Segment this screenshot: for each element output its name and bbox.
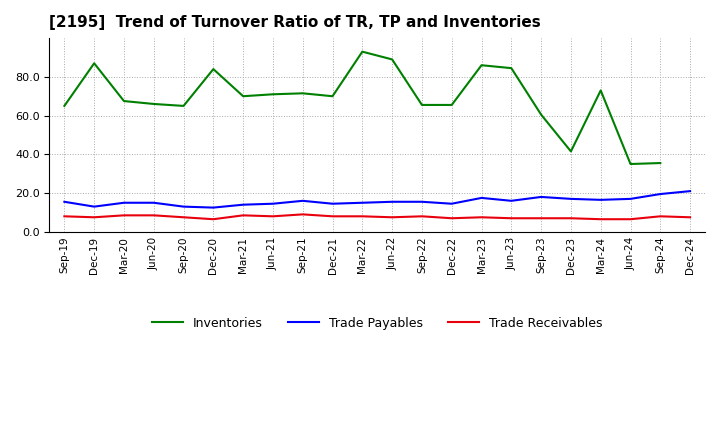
Trade Receivables — [358, 214, 366, 219]
Trade Payables — [477, 195, 486, 201]
Trade Payables — [418, 199, 426, 205]
Legend: Inventories, Trade Payables, Trade Receivables: Inventories, Trade Payables, Trade Recei… — [147, 312, 608, 335]
Trade Receivables — [656, 214, 665, 219]
Inventories — [596, 88, 605, 93]
Trade Payables — [685, 188, 694, 194]
Trade Receivables — [477, 215, 486, 220]
Inventories — [537, 112, 546, 117]
Trade Receivables — [60, 214, 68, 219]
Trade Receivables — [328, 214, 337, 219]
Trade Receivables — [567, 216, 575, 221]
Trade Payables — [656, 191, 665, 197]
Trade Receivables — [239, 213, 248, 218]
Trade Payables — [507, 198, 516, 203]
Trade Receivables — [537, 216, 546, 221]
Trade Payables — [596, 197, 605, 202]
Inventories — [239, 94, 248, 99]
Inventories — [507, 66, 516, 71]
Line: Trade Receivables: Trade Receivables — [64, 214, 690, 219]
Trade Payables — [447, 201, 456, 206]
Trade Receivables — [626, 216, 635, 222]
Line: Trade Payables: Trade Payables — [64, 191, 690, 208]
Trade Receivables — [150, 213, 158, 218]
Trade Receivables — [90, 215, 99, 220]
Trade Receivables — [685, 215, 694, 220]
Inventories — [477, 62, 486, 68]
Trade Payables — [567, 196, 575, 202]
Trade Receivables — [269, 214, 277, 219]
Inventories — [209, 66, 217, 72]
Inventories — [120, 99, 128, 104]
Inventories — [179, 103, 188, 109]
Trade Receivables — [120, 213, 128, 218]
Trade Payables — [328, 201, 337, 206]
Trade Payables — [358, 200, 366, 205]
Inventories — [418, 102, 426, 107]
Line: Inventories: Inventories — [64, 51, 660, 164]
Inventories — [60, 103, 68, 109]
Trade Receivables — [209, 216, 217, 222]
Inventories — [150, 101, 158, 106]
Inventories — [656, 161, 665, 166]
Trade Receivables — [298, 212, 307, 217]
Text: [2195]  Trend of Turnover Ratio of TR, TP and Inventories: [2195] Trend of Turnover Ratio of TR, TP… — [50, 15, 541, 30]
Trade Payables — [388, 199, 397, 205]
Inventories — [388, 57, 397, 62]
Inventories — [626, 161, 635, 167]
Trade Receivables — [179, 215, 188, 220]
Trade Payables — [90, 204, 99, 209]
Trade Payables — [269, 201, 277, 206]
Trade Receivables — [418, 214, 426, 219]
Trade Payables — [179, 204, 188, 209]
Inventories — [567, 149, 575, 154]
Trade Payables — [626, 196, 635, 202]
Trade Receivables — [388, 215, 397, 220]
Trade Receivables — [447, 216, 456, 221]
Inventories — [447, 102, 456, 107]
Trade Payables — [537, 194, 546, 200]
Inventories — [328, 94, 337, 99]
Trade Receivables — [596, 216, 605, 222]
Inventories — [298, 91, 307, 96]
Trade Payables — [150, 200, 158, 205]
Inventories — [90, 61, 99, 66]
Trade Receivables — [507, 216, 516, 221]
Trade Payables — [239, 202, 248, 207]
Trade Payables — [298, 198, 307, 203]
Trade Payables — [120, 200, 128, 205]
Trade Payables — [209, 205, 217, 210]
Inventories — [269, 92, 277, 97]
Inventories — [358, 49, 366, 54]
Trade Payables — [60, 199, 68, 205]
